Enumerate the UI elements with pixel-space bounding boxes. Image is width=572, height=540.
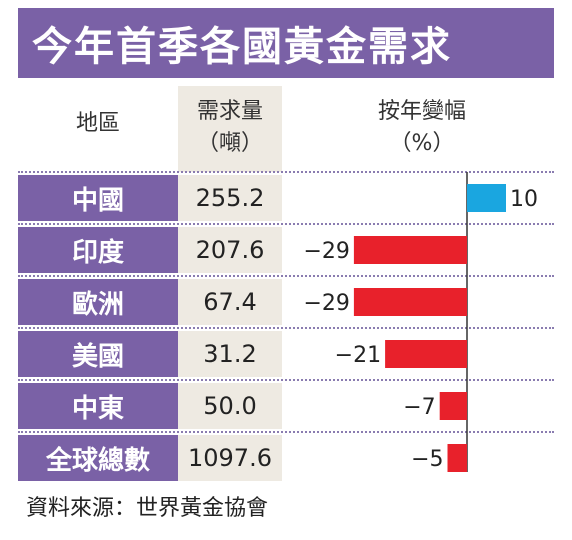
- header-demand-line2: （噸）: [196, 131, 263, 156]
- header-change-line1: 按年變幅: [377, 99, 466, 124]
- change-bar-chart: 10 −29 −29 −21 −7 −5: [303, 172, 538, 472]
- change-label: −7: [403, 395, 435, 420]
- region-cell: 印度: [18, 227, 178, 273]
- region-cell: 中東: [18, 383, 178, 429]
- demand-cell: 1097.6: [178, 435, 282, 481]
- source-note: 資料來源：世界黃金協會: [26, 496, 269, 521]
- region-cell: 歐洲: [18, 279, 178, 325]
- title-bar: 今年首季各國黃金需求: [18, 8, 554, 78]
- region-cell: 全球總數: [18, 435, 178, 481]
- header-region: 地區: [75, 111, 120, 136]
- change-bar: [385, 340, 467, 368]
- change-label: −29: [303, 291, 349, 316]
- header-change: 按年變幅 （%）: [290, 86, 554, 160]
- row-separator: [18, 327, 554, 329]
- change-label: −29: [303, 239, 349, 264]
- change-label: −21: [335, 343, 381, 368]
- demand-cell: 255.2: [178, 175, 282, 221]
- demand-cell: 50.0: [178, 383, 282, 429]
- header-change-line2: （%）: [389, 131, 455, 156]
- region-cell: 美國: [18, 331, 178, 377]
- demand-cell: 207.6: [178, 227, 282, 273]
- row-separator: [18, 431, 554, 433]
- row-separator: [18, 275, 554, 277]
- header-demand: 需求量 （噸）: [178, 86, 282, 172]
- change-bar: [467, 184, 506, 212]
- row-separator: [18, 171, 554, 173]
- page-title: 今年首季各國黃金需求: [32, 24, 452, 70]
- change-label: −5: [411, 447, 443, 472]
- row-separator: [18, 223, 554, 225]
- change-bar: [353, 288, 467, 316]
- change-bar: [353, 236, 467, 264]
- row-separator: [18, 379, 554, 381]
- header-demand-line1: 需求量: [196, 99, 263, 124]
- demand-cell: 31.2: [178, 331, 282, 377]
- change-bar: [439, 392, 467, 420]
- change-label: 10: [510, 187, 538, 212]
- region-cell: 中國: [18, 175, 178, 221]
- demand-cell: 67.4: [178, 279, 282, 325]
- change-bar: [447, 444, 467, 472]
